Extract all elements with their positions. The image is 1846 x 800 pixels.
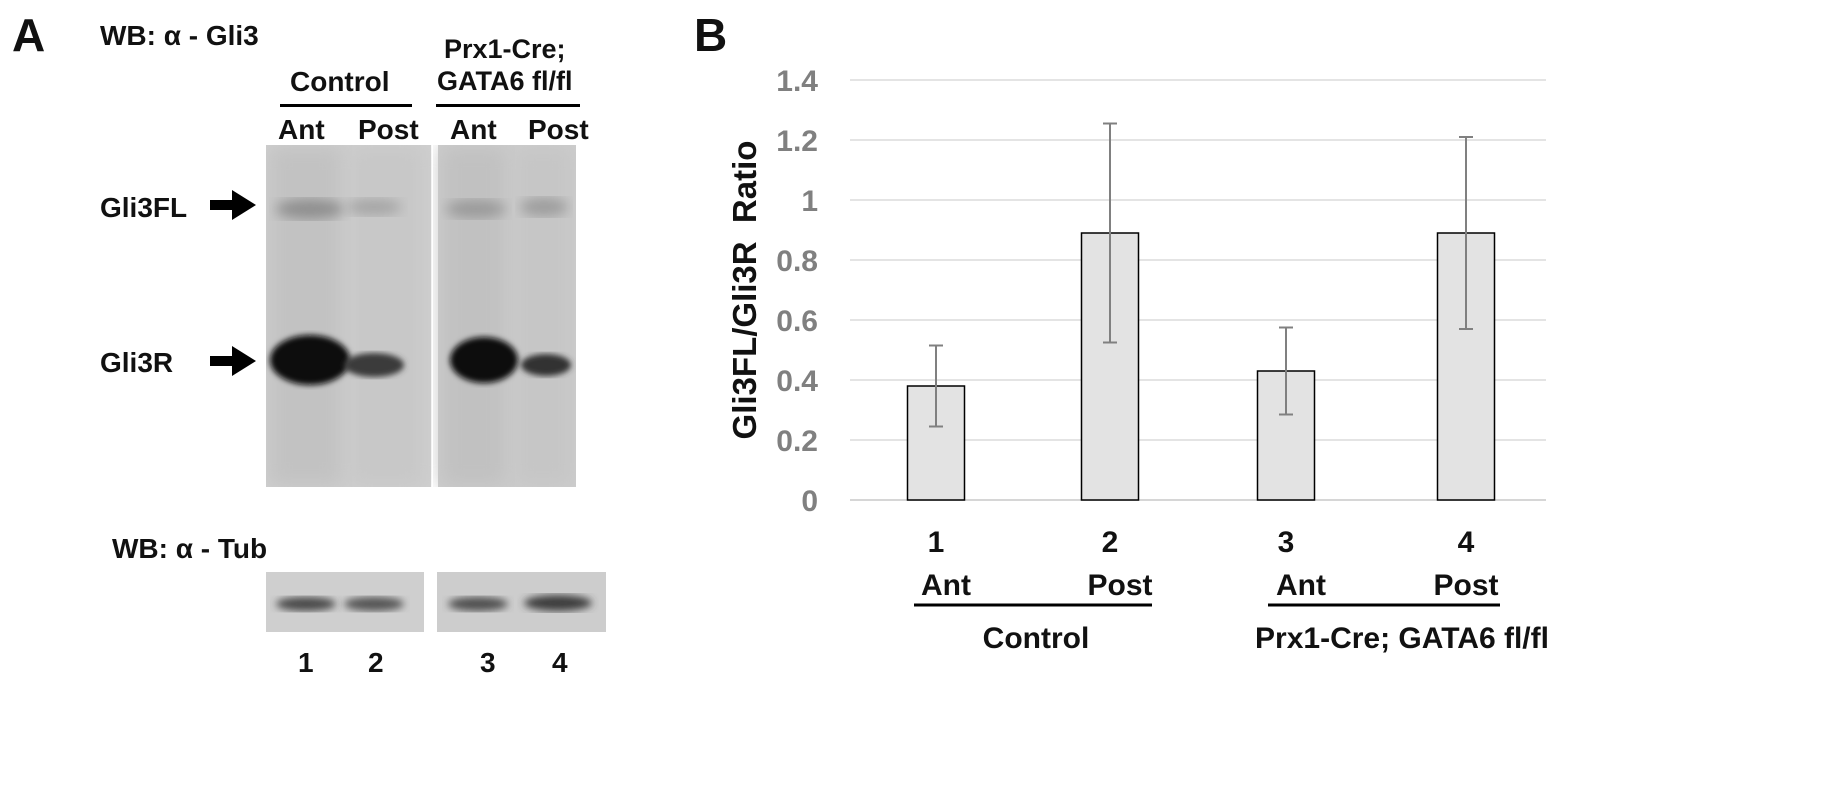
x-category-label: 2: [1102, 526, 1119, 559]
group-label: Prx1-Cre; GATA6 fl/fl: [1255, 622, 1549, 655]
x-category-label: 1: [928, 526, 945, 559]
wb-tub-label: WB: α - Tub: [112, 533, 268, 564]
lane-top-label-1: Ant: [278, 114, 325, 145]
y-tick-label: 1.4: [776, 65, 818, 98]
lane-number-2: 2: [368, 647, 384, 678]
y-tick-label: 1.2: [776, 125, 818, 158]
x-sublabel: Post: [1087, 569, 1152, 602]
x-sublabel: Ant: [1276, 569, 1326, 602]
panel-a-letter: A: [12, 9, 46, 61]
error-bar-2: [1103, 122, 1117, 344]
y-tick-label: 0.4: [776, 365, 818, 398]
gli3fl-band-label: Gli3FL: [100, 192, 188, 223]
lane-number-4: 4: [552, 647, 568, 678]
y-tick-label: 0.2: [776, 425, 818, 458]
gli3r-arrow-icon: [210, 346, 256, 376]
y-tick-label: 0: [801, 485, 818, 518]
group-mutant-label-line2: GATA6 fl/fl: [437, 66, 573, 96]
control-underline: [280, 104, 412, 107]
group-label: Control: [983, 622, 1090, 655]
blot-membrane-mutant: [438, 145, 576, 487]
error-bar-1: [929, 344, 943, 428]
lane-number-3: 3: [480, 647, 496, 678]
y-tick-label: 0.6: [776, 305, 818, 338]
mutant-underline: [436, 104, 580, 107]
x-category-label: 3: [1278, 526, 1295, 559]
lane-top-label-4: Post: [528, 114, 589, 145]
group-mutant-label-line1: Prx1-Cre;: [444, 34, 566, 64]
gli3fl-arrow-icon: [210, 190, 256, 220]
wb-gli3-label: WB: α - Gli3: [100, 20, 259, 51]
panel-b-letter: B: [694, 9, 728, 61]
error-bar-3: [1279, 326, 1293, 416]
gli3r-band-label: Gli3R: [100, 347, 174, 378]
lane-number-1: 1: [298, 647, 314, 678]
blot-membrane-control: [266, 145, 431, 487]
tubulin-western-blot: [266, 572, 606, 632]
lane-top-label-3: Ant: [450, 114, 497, 145]
gli3-western-blot: [266, 145, 576, 487]
lane-top-label-2: Post: [358, 114, 419, 145]
y-axis-label: Gli3FL/Gli3R Ratio: [726, 141, 763, 440]
y-tick-label: 0.8: [776, 245, 818, 278]
x-sublabel: Ant: [921, 569, 971, 602]
y-tick-label: 1: [801, 185, 818, 218]
x-sublabel: Post: [1433, 569, 1498, 602]
error-bar-4: [1459, 136, 1473, 330]
group-control-label: Control: [290, 66, 390, 97]
x-category-label: 4: [1458, 526, 1475, 559]
